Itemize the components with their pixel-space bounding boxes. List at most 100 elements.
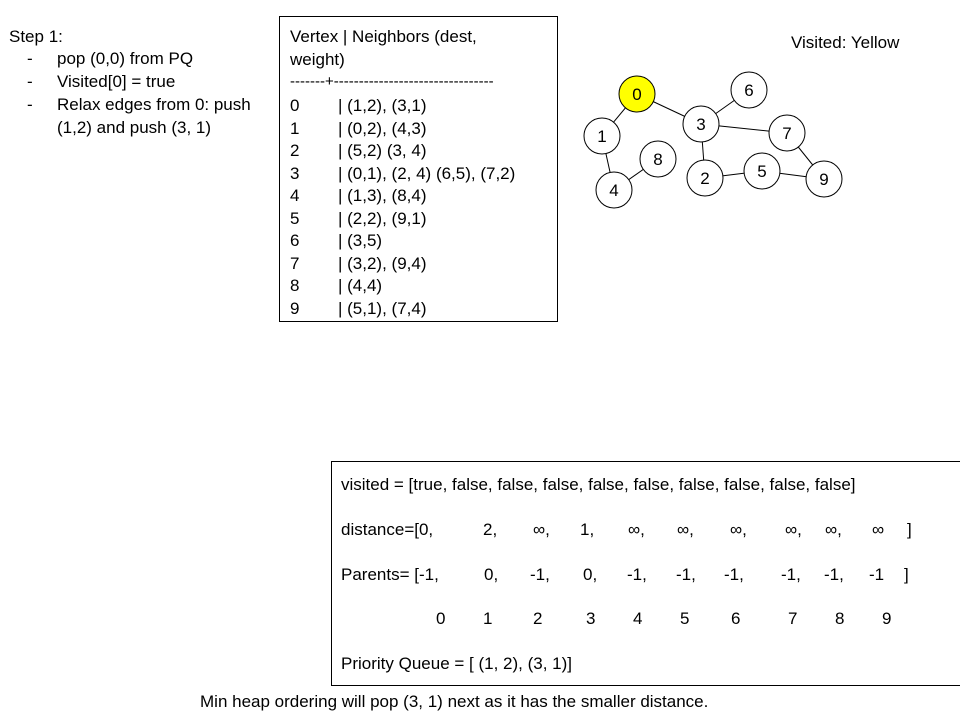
graph-node-label: 3 bbox=[696, 115, 705, 134]
index-label: 4 bbox=[633, 609, 643, 628]
distance-value: ∞, bbox=[825, 520, 842, 539]
graph-node-label: 6 bbox=[744, 81, 753, 100]
graph-node-label: 9 bbox=[819, 170, 828, 189]
graph-node-label: 4 bbox=[609, 181, 618, 200]
graph-node-0: 0 bbox=[618, 75, 656, 113]
priority-queue: Priority Queue = [ (1, 2), (3, 1)] bbox=[341, 654, 573, 673]
graph-node-8: 8 bbox=[639, 140, 677, 178]
adjacency-vertex: 3 bbox=[290, 163, 300, 183]
graph-node-circle bbox=[743, 152, 781, 190]
adjacency-neighbors: | (4,4) bbox=[338, 276, 383, 295]
adjacency-neighbors: | (0,1), (2, 4) (6,5), (7,2) bbox=[338, 163, 516, 183]
index-label: 5 bbox=[680, 609, 690, 628]
graph-node-circle bbox=[686, 159, 724, 197]
graph-node-9: 9 bbox=[805, 160, 843, 198]
graph-node-circle bbox=[682, 105, 720, 143]
adjacency-vertex: 8 bbox=[290, 276, 300, 295]
visited-array: visited = [true, false, false, false, fa… bbox=[341, 475, 856, 494]
parents-label: Parents= [-1, bbox=[341, 565, 439, 584]
bullet-relax-line1: Relax edges from 0: push bbox=[57, 95, 251, 114]
distance-value: ∞, bbox=[628, 520, 645, 539]
graph-node-circle bbox=[639, 140, 677, 178]
adjacency-vertex: 1 bbox=[290, 118, 300, 138]
adjacency-neighbors: | (1,3), (8,4) bbox=[338, 186, 427, 205]
adjacency-neighbors: | (2,2), (9,1) bbox=[338, 208, 427, 228]
parent-value: 0, bbox=[583, 565, 598, 584]
adjacency-vertex: 9 bbox=[290, 298, 300, 318]
distance-label: distance=[0, bbox=[341, 520, 434, 539]
index-label: 2 bbox=[533, 609, 543, 628]
index-label: 9 bbox=[882, 609, 892, 628]
adjacency-list-box: Vertex | Neighbors (dest, weight) ------… bbox=[279, 16, 558, 322]
index-label: 0 bbox=[436, 609, 446, 628]
graph-node-7: 7 bbox=[768, 114, 806, 152]
graph-edge-4-8 bbox=[613, 158, 659, 191]
parent-value: -1, bbox=[781, 565, 801, 584]
graph-edge-3-2 bbox=[700, 123, 706, 179]
graph-edge-5-9 bbox=[761, 170, 825, 180]
distance-close-bracket: ] bbox=[907, 520, 912, 539]
graph-node-circle bbox=[805, 160, 843, 198]
bullet-relax-line2: (1,2) and push (3, 1) bbox=[57, 118, 212, 137]
adjacency-vertex: 7 bbox=[290, 253, 300, 273]
adjacency-vertex: 5 bbox=[290, 208, 300, 228]
adjacency-neighbors: | (5,1), (7,4) bbox=[338, 298, 427, 318]
graph-node-1: 1 bbox=[583, 117, 621, 155]
graph-node-circle bbox=[618, 75, 656, 113]
parent-value: -1, bbox=[627, 565, 647, 584]
distance-value: ∞, bbox=[677, 520, 694, 539]
adjacency-neighbors: | (5,2) (3, 4) bbox=[338, 141, 427, 160]
graph-node-label: 0 bbox=[632, 85, 641, 104]
graph-node-circle bbox=[730, 71, 768, 109]
bullet-visited: Visited[0] = true bbox=[57, 72, 176, 91]
graph-node-circle bbox=[768, 114, 806, 152]
distance-value: ∞, bbox=[533, 520, 550, 539]
parents-close-bracket: ] bbox=[904, 565, 909, 584]
parent-value: -1, bbox=[530, 565, 550, 584]
graph-node-2: 2 bbox=[686, 159, 724, 197]
distance-value: ∞, bbox=[785, 520, 802, 539]
graph-node-circle bbox=[595, 171, 633, 209]
distance-value: ∞ bbox=[872, 520, 885, 539]
adjacency-vertex: 2 bbox=[290, 141, 300, 160]
adjacency-neighbors: | (1,2), (3,1) bbox=[338, 96, 427, 115]
adjacency-header: Vertex | Neighbors (dest, bbox=[290, 27, 477, 46]
adjacency-vertex: 0 bbox=[290, 96, 300, 115]
graph-node-4: 4 bbox=[595, 171, 633, 209]
adjacency-vertex: 4 bbox=[290, 186, 300, 205]
bullet-marker: - bbox=[27, 72, 33, 91]
bullet-marker: - bbox=[27, 49, 33, 68]
index-label: 3 bbox=[586, 609, 596, 628]
graph-edge-1-4 bbox=[601, 135, 615, 191]
adjacency-header-cont: weight) bbox=[290, 50, 345, 69]
step-title: Step 1: bbox=[9, 27, 63, 46]
distance-value: 2, bbox=[483, 520, 498, 539]
graph-node-5: 5 bbox=[743, 152, 781, 190]
visited-legend: Visited: Yellow bbox=[791, 33, 900, 52]
state-box: visited = [true, false, false, false, fa… bbox=[331, 461, 960, 686]
index-label: 6 bbox=[731, 609, 741, 628]
parent-value: 0, bbox=[484, 565, 499, 584]
graph-node-label: 8 bbox=[653, 150, 662, 169]
adjacency-neighbors: | (3,5) bbox=[338, 231, 383, 250]
graph-node-3: 3 bbox=[682, 105, 720, 143]
adjacency-neighbors: | (3,2), (9,4) bbox=[338, 253, 427, 273]
graph-node-label: 7 bbox=[782, 124, 791, 143]
distance-value: 1, bbox=[580, 520, 595, 539]
parent-value: -1, bbox=[824, 565, 844, 584]
bullet-marker: - bbox=[27, 95, 33, 114]
index-label: 8 bbox=[835, 609, 845, 628]
graph-node-label: 2 bbox=[700, 169, 709, 188]
index-label: 1 bbox=[483, 609, 493, 628]
adjacency-neighbors: | (0,2), (4,3) bbox=[338, 118, 427, 138]
graph-edge-0-3 bbox=[636, 93, 702, 125]
parent-value: -1, bbox=[676, 565, 696, 584]
parent-value: -1, bbox=[724, 565, 744, 584]
bullet-pop: pop (0,0) from PQ bbox=[57, 49, 194, 68]
graph-node-circle bbox=[583, 117, 621, 155]
graph-edge-0-1 bbox=[601, 93, 638, 137]
adjacency-vertex: 6 bbox=[290, 231, 300, 250]
distance-value: ∞, bbox=[730, 520, 747, 539]
graph-edge-3-6 bbox=[700, 89, 750, 125]
footer-note: Min heap ordering will pop (3, 1) next a… bbox=[200, 692, 709, 711]
